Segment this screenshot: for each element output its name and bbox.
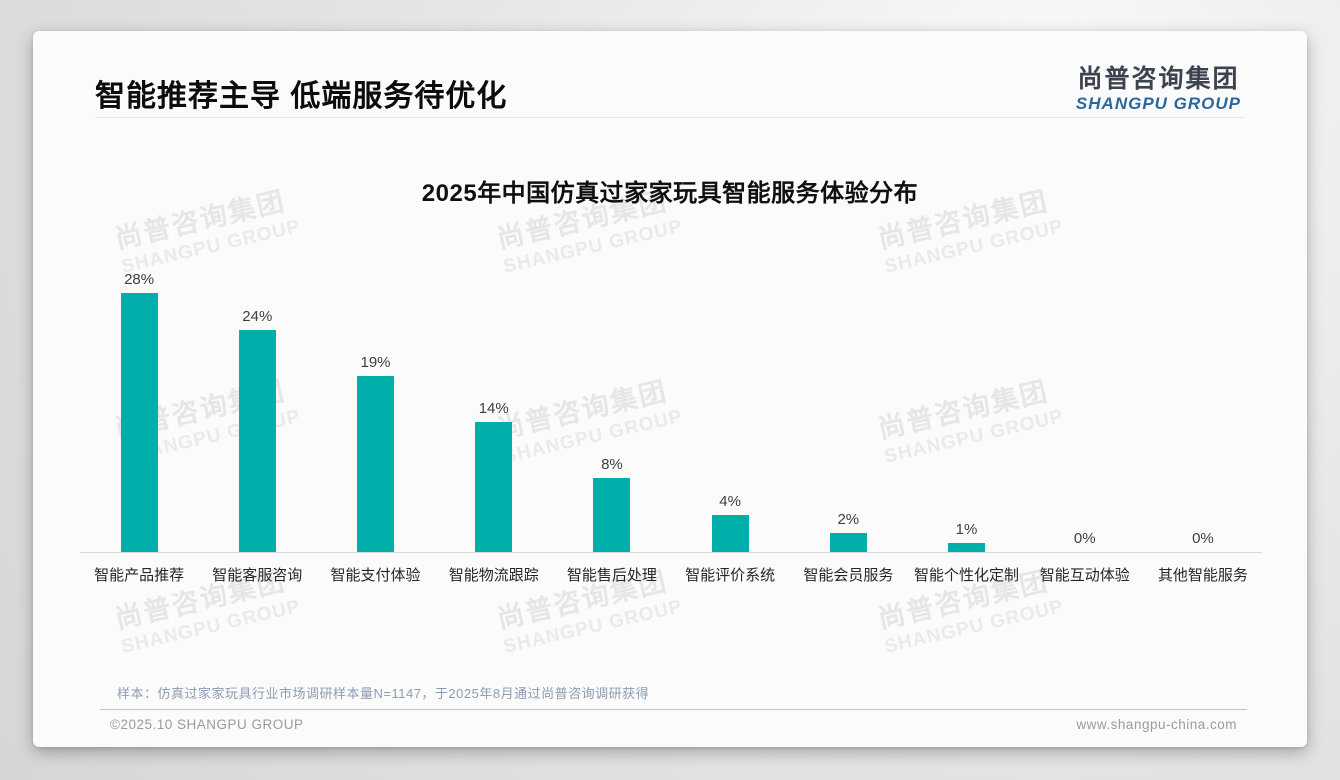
copyright: ©2025.10 SHANGPU GROUP [110, 717, 304, 732]
bar-cell: 0% [1144, 228, 1262, 552]
website-url: www.shangpu-china.com [1076, 717, 1237, 732]
bar-value-label: 14% [478, 400, 509, 417]
bar [120, 293, 158, 552]
bar-value-label: 0% [1073, 530, 1096, 547]
bar [357, 376, 394, 552]
bar-chart: 28% 24% 19% 14% 8% 4% 2% 1% 0% 0% [80, 228, 1262, 553]
sample-note: 样本：仿真过家家玩具行业市场调研样本量N=1147，于2025年8月通过尚普咨询… [117, 686, 650, 701]
bar-value-label: 2% [837, 511, 860, 528]
logo-text-en: SHANGPU GROUP [1075, 94, 1241, 113]
bar-cell: 8% [553, 228, 671, 552]
bar-value-label: 28% [124, 271, 155, 288]
slide: 尚普咨询集团 SHANGPU GROUP 尚普咨询集团 SHANGPU GROUP 尚普… [33, 31, 1307, 747]
bar-value-label: 0% [1192, 530, 1214, 547]
bar-value-label: 1% [955, 521, 978, 538]
footer-divider [100, 709, 1247, 710]
watermark-text-en: SHANGPU GROUP [882, 596, 1066, 658]
bar-value-label: 4% [719, 493, 741, 510]
bar-cell: 4% [671, 228, 789, 552]
footer: ©2025.10 SHANGPU GROUP www.shangpu-china… [110, 717, 1237, 732]
bar-cell: 1% [907, 228, 1025, 552]
x-axis-label: 智能物流跟踪 [448, 567, 539, 584]
bar-cell: 14% [435, 228, 553, 552]
bar [711, 515, 749, 552]
bar-cell: 0% [1026, 228, 1144, 552]
x-axis-label: 智能会员服务 [803, 567, 894, 584]
logo-text-cn: 尚普咨询集团 [1077, 65, 1240, 93]
x-axis-label: 智能评价系统 [685, 567, 776, 584]
bar-cell: 28% [80, 228, 198, 552]
bar-value-label: 19% [360, 354, 391, 371]
x-axis-label: 智能售后处理 [566, 567, 657, 584]
x-axis-label: 智能个性化定制 [914, 567, 1020, 584]
logo: 尚普咨询集团 SHANGPU GROUP [1076, 59, 1241, 114]
bar [593, 478, 631, 552]
bar-cell: 2% [789, 228, 907, 552]
bar-value-label: 8% [601, 456, 623, 473]
bar-cell: 19% [316, 228, 434, 552]
x-axis-label: 智能支付体验 [330, 567, 421, 584]
watermark-text-en: SHANGPU GROUP [119, 596, 303, 658]
title-divider [95, 117, 1245, 118]
bar-cell: 24% [198, 228, 316, 552]
bar [948, 543, 986, 552]
page-title: 智能推荐主导 低端服务待优化 [95, 80, 508, 113]
x-axis-label: 智能客服咨询 [212, 567, 303, 584]
x-axis-label: 智能产品推荐 [94, 567, 185, 584]
x-axis-labels: 智能产品推荐 智能客服咨询 智能支付体验 智能物流跟踪 智能售后处理 智能评价系统 智能会员… [80, 564, 1262, 585]
x-axis-label: 智能互动体验 [1039, 567, 1130, 584]
bar [238, 330, 276, 552]
bar [475, 422, 513, 552]
x-axis-label: 其他智能服务 [1157, 567, 1248, 584]
watermark-text-en: SHANGPU GROUP [501, 596, 685, 658]
chart-title: 2025年中国仿真过家家玩具智能服务体验分布 [421, 180, 919, 207]
bar [829, 533, 867, 552]
bar-value-label: 24% [242, 308, 273, 325]
